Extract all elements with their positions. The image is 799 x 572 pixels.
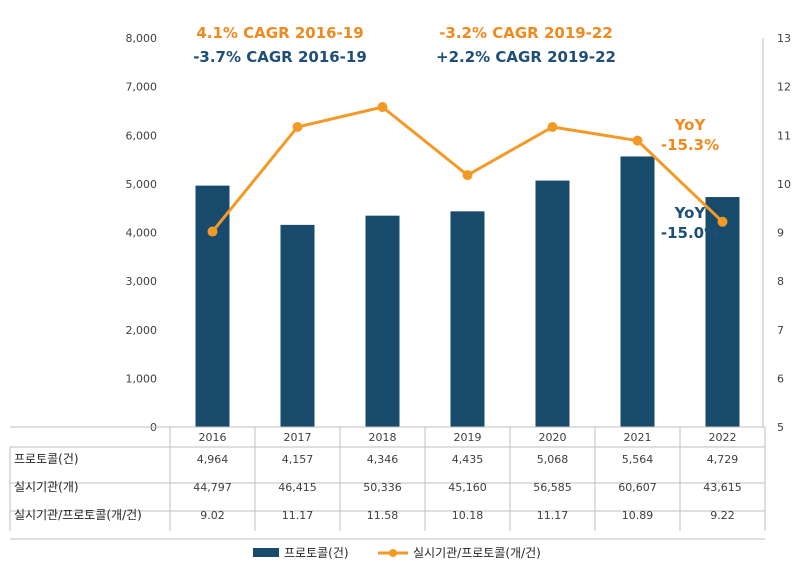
table-cell: 4,435 (452, 453, 484, 466)
table-cell: 4,346 (367, 453, 399, 466)
y-left-tick-label: 3,000 (126, 275, 158, 288)
annotation-cagr-2019-22-bar: +2.2% CAGR 2019-22 (436, 48, 616, 66)
y-left-tick-label: 4,000 (126, 227, 158, 240)
annotation-yoy-line-value: -15.3% (661, 136, 719, 154)
annotation-cagr-2016-19-line: 4.1% CAGR 2016-19 (196, 24, 363, 42)
annotation-yoy-bar-label: YoY (674, 204, 707, 222)
table-cell: 11.58 (367, 509, 399, 522)
x-category-label: 2022 (709, 431, 737, 444)
y-right-tick-label: 7 (777, 324, 784, 337)
x-category-label: 2020 (539, 431, 567, 444)
table-cell: 11.17 (282, 509, 314, 522)
table-cell: 5,068 (537, 453, 569, 466)
bar-protocol-2021 (620, 156, 655, 427)
bar-protocol-2020 (535, 180, 570, 427)
line-point-2022 (717, 216, 728, 227)
table-cell: 4,157 (282, 453, 314, 466)
y-right-tick-label: 9 (777, 227, 784, 240)
table-cell: 44,797 (193, 481, 232, 494)
y-right-tick-label: 12 (777, 81, 791, 94)
annotation-yoy-line-label: YoY (674, 116, 707, 134)
x-category-label: 2019 (454, 431, 482, 444)
y-left-tick-label: 8,000 (126, 32, 158, 45)
table-cell: 50,336 (363, 481, 402, 494)
bar-protocol-2017 (280, 224, 315, 427)
y-right-tick-label: 5 (777, 421, 784, 434)
table-row-label: 프로토콜(건) (14, 452, 79, 466)
x-category-label: 2018 (369, 431, 397, 444)
table-row-label: 실시기관(개) (14, 480, 79, 494)
table-cell: 46,415 (278, 481, 317, 494)
x-category-label: 2017 (284, 431, 312, 444)
legend-bar-label: 프로토콜(건) (284, 546, 349, 560)
table-cell: 11.17 (537, 509, 569, 522)
line-point-2017 (292, 121, 303, 132)
y-right-tick-label: 8 (777, 275, 784, 288)
table-cell: 10.89 (622, 509, 654, 522)
legend-bar-swatch (253, 548, 279, 557)
y-left-tick-label: 5,000 (126, 178, 158, 191)
legend-line-marker (389, 549, 397, 557)
table-cell: 9.02 (200, 509, 225, 522)
y-left-tick-label: 7,000 (126, 81, 158, 94)
bar-protocol-2018 (365, 215, 400, 427)
bar-protocol-2022 (705, 197, 740, 427)
table-cell: 9.22 (710, 509, 735, 522)
annotation-yoy-bar-value: -15.0% (661, 224, 719, 242)
y-right-tick-label: 10 (777, 178, 791, 191)
table-cell: 4,964 (197, 453, 229, 466)
line-point-2016 (207, 226, 218, 237)
legend-line-label: 실시기관/프로토콜(개/건) (413, 546, 541, 560)
table-cell: 60,607 (618, 481, 657, 494)
y-right-tick-label: 6 (777, 372, 784, 385)
y-right-tick-label: 13 (777, 32, 791, 45)
table-cell: 5,564 (622, 453, 654, 466)
table-cell: 4,729 (707, 453, 739, 466)
table-row-label: 실시기관/프로토콜(개/건) (14, 508, 142, 522)
y-left-tick-label: 1,000 (126, 372, 158, 385)
x-category-label: 2021 (624, 431, 652, 444)
line-point-2020 (547, 121, 558, 132)
table-cell: 10.18 (452, 509, 484, 522)
y-left-tick-label: 6,000 (126, 129, 158, 142)
y-right-tick-label: 11 (777, 129, 791, 142)
bar-protocol-2019 (450, 211, 485, 427)
line-point-2018 (377, 102, 388, 113)
annotation-cagr-2016-19-bar: -3.7% CAGR 2016-19 (193, 48, 367, 66)
line-point-2021 (632, 135, 643, 146)
x-category-label: 2016 (199, 431, 227, 444)
annotation-cagr-2019-22-line: -3.2% CAGR 2019-22 (439, 24, 613, 42)
bar-protocol-2016 (195, 185, 230, 427)
table-cell: 43,615 (703, 481, 742, 494)
table-cell: 56,585 (533, 481, 572, 494)
table-cell: 45,160 (448, 481, 487, 494)
y-left-tick-label: 2,000 (126, 324, 158, 337)
line-point-2019 (462, 170, 473, 181)
